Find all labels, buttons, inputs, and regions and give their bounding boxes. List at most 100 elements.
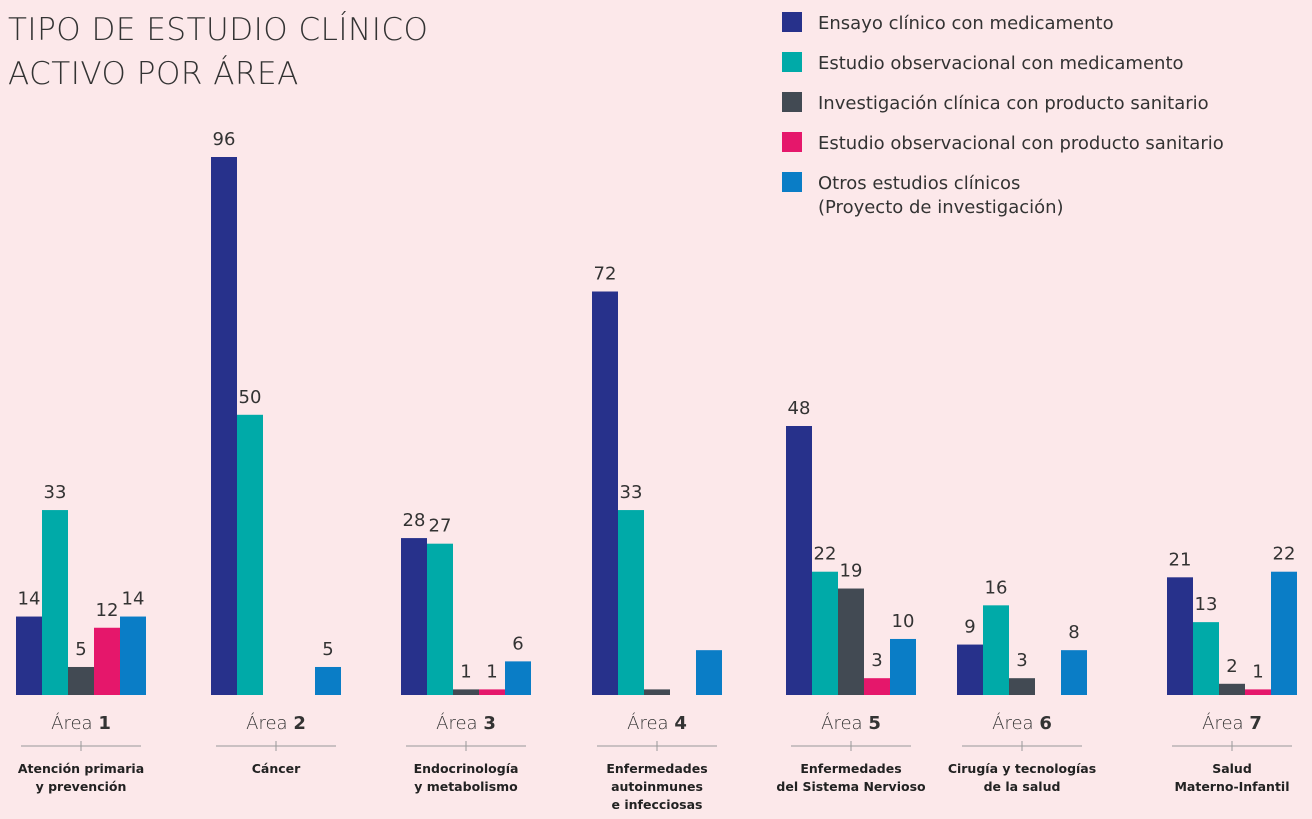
bar xyxy=(1245,689,1271,695)
value-label: 3 xyxy=(1016,650,1027,671)
legend-swatch xyxy=(782,52,802,72)
legend-label: Investigación clínica con producto sanit… xyxy=(818,93,1209,114)
value-label: 1 xyxy=(1252,661,1263,682)
bar xyxy=(786,426,812,695)
bar xyxy=(42,510,68,695)
value-label: 16 xyxy=(985,577,1008,598)
x-tick-label-number: 4 xyxy=(674,713,687,734)
x-tick-label-prefix: Área xyxy=(1202,712,1249,734)
bar xyxy=(211,157,237,695)
category-description: y metabolismo xyxy=(414,779,518,794)
bar xyxy=(890,638,916,695)
bar xyxy=(68,666,94,695)
value-label: 22 xyxy=(814,544,837,565)
bar xyxy=(983,605,1009,695)
value-label: 72 xyxy=(594,264,617,285)
x-tick-label-number: 7 xyxy=(1249,713,1262,734)
category-description: Materno-Infantil xyxy=(1174,779,1289,794)
value-label: 2 xyxy=(1226,656,1237,677)
chart-title: TIPO DE ESTUDIO CLÍNICO xyxy=(8,12,428,48)
chart-title: ACTIVO POR ÁREA xyxy=(8,56,299,92)
category-description: y prevención xyxy=(36,779,127,794)
x-tick-label-prefix: Área xyxy=(821,712,868,734)
bar xyxy=(957,644,983,695)
category-description: de la salud xyxy=(984,779,1061,794)
bar xyxy=(1167,577,1193,695)
value-label: 22 xyxy=(1273,544,1296,565)
legend-line: Estudio observacional con medicamento xyxy=(818,53,1184,74)
x-tick-label-number: 2 xyxy=(293,713,306,734)
x-tick-label: Área 5 xyxy=(821,712,881,734)
value-label: 12 xyxy=(96,600,119,621)
x-tick-label-number: 3 xyxy=(483,713,496,734)
category-description: Cirugía y tecnologías xyxy=(948,761,1096,776)
value-label: 1 xyxy=(486,661,497,682)
bar xyxy=(696,650,722,695)
category-description: Atención primaria xyxy=(18,761,144,776)
legend-label: Otros estudios clínicos (Proyecto de inve… xyxy=(818,173,1064,218)
legend-line: Ensayo clínico con medicamento xyxy=(818,13,1114,34)
category-description: Enfermedades xyxy=(800,761,901,776)
value-label: 14 xyxy=(122,589,145,610)
legend-label: Estudio observacional con producto sanit… xyxy=(818,133,1224,154)
value-label: 1 xyxy=(460,661,471,682)
value-label: 19 xyxy=(840,561,863,582)
value-label: 50 xyxy=(239,387,262,408)
x-tick-label-number: 5 xyxy=(868,713,881,734)
bar xyxy=(237,414,263,695)
bar xyxy=(592,291,618,695)
x-tick-label: Área 4 xyxy=(627,712,687,734)
bar xyxy=(505,661,531,695)
legend-line: Otros estudios clínicos xyxy=(818,173,1020,194)
x-tick-label-prefix: Área xyxy=(436,712,483,734)
bar xyxy=(94,627,120,695)
value-label: 5 xyxy=(75,639,86,660)
value-label: 3 xyxy=(871,650,882,671)
legend-swatch xyxy=(782,92,802,112)
x-tick-label-prefix: Área xyxy=(51,712,98,734)
legend-label: Estudio observacional con medicamento xyxy=(818,53,1184,74)
bar xyxy=(644,689,670,695)
legend-swatch xyxy=(782,172,802,192)
value-label: 48 xyxy=(788,398,811,419)
bar xyxy=(120,616,146,695)
bar xyxy=(427,543,453,695)
value-label: 21 xyxy=(1169,549,1192,570)
bar xyxy=(1271,571,1297,695)
x-tick-label: Área 7 xyxy=(1202,712,1262,734)
x-tick-label-prefix: Área xyxy=(627,712,674,734)
x-tick-label: Área 1 xyxy=(51,712,111,734)
value-label: 13 xyxy=(1195,594,1218,615)
bar xyxy=(1219,683,1245,695)
bar xyxy=(479,689,505,695)
bar xyxy=(1061,650,1087,695)
bar xyxy=(812,571,838,695)
x-tick-label-prefix: Área xyxy=(246,712,293,734)
legend-swatch xyxy=(782,12,802,32)
x-tick-label-prefix: Área xyxy=(992,712,1039,734)
category-description: Enfermedades xyxy=(606,761,707,776)
bar xyxy=(453,689,479,695)
value-label: 8 xyxy=(1068,622,1079,643)
legend-line: (Proyecto de investigación) xyxy=(818,197,1064,218)
category-description: del Sistema Nervioso xyxy=(776,779,926,794)
bar xyxy=(618,510,644,695)
x-tick-label: Área 3 xyxy=(436,712,496,734)
value-label: 96 xyxy=(213,129,236,150)
value-label: 5 xyxy=(322,639,333,660)
category-description: autoinmunes xyxy=(611,779,703,794)
value-label: 28 xyxy=(403,510,426,531)
value-label: 14 xyxy=(18,589,41,610)
value-label: 9 xyxy=(964,617,975,638)
category-description: Cáncer xyxy=(252,761,301,776)
value-label: 6 xyxy=(512,633,523,654)
legend-line: Investigación clínica con producto sanit… xyxy=(818,93,1209,114)
category-description: Endocrinología xyxy=(414,761,519,776)
bar xyxy=(16,616,42,695)
value-label: 10 xyxy=(892,611,915,632)
category-description: Salud xyxy=(1212,761,1252,776)
value-label: 33 xyxy=(44,482,67,503)
x-tick-label-number: 6 xyxy=(1039,713,1052,734)
